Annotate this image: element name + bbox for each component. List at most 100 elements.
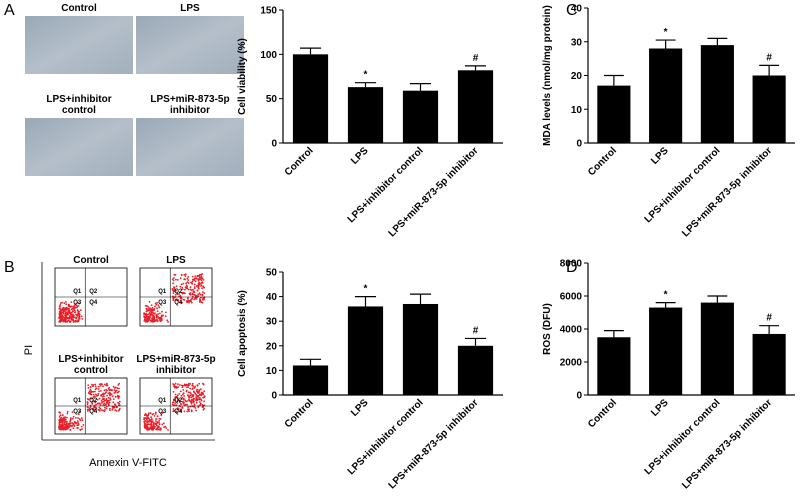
flow-label: inhibitor xyxy=(156,365,196,376)
dot xyxy=(99,390,102,392)
dot xyxy=(174,382,177,385)
scatter-cloud xyxy=(58,382,121,431)
dot xyxy=(195,397,198,400)
y-tick-label: 4000 xyxy=(560,325,583,336)
dot xyxy=(190,293,192,296)
dot xyxy=(195,399,198,402)
dot xyxy=(191,297,194,300)
dot xyxy=(165,311,167,314)
dot xyxy=(108,389,111,392)
dot xyxy=(103,410,106,413)
dot xyxy=(172,399,175,402)
dot xyxy=(201,392,204,394)
dot xyxy=(148,412,150,414)
dot xyxy=(97,408,100,411)
dot xyxy=(77,310,80,313)
dot xyxy=(58,321,61,323)
dot xyxy=(183,273,186,276)
dot xyxy=(143,425,146,428)
dot xyxy=(97,385,100,388)
dot xyxy=(184,275,187,277)
dot xyxy=(201,287,204,290)
dot xyxy=(184,273,187,275)
dot xyxy=(64,312,67,315)
dot xyxy=(173,409,176,412)
dot xyxy=(96,398,99,401)
dot xyxy=(143,312,146,315)
dot xyxy=(70,418,72,421)
dot xyxy=(193,387,196,389)
dot xyxy=(86,401,89,404)
dot xyxy=(69,313,72,316)
dot xyxy=(118,402,120,405)
dot xyxy=(149,412,152,415)
dot xyxy=(100,399,103,402)
dot xyxy=(98,406,101,409)
dot xyxy=(61,426,63,428)
dot xyxy=(203,407,206,410)
dot xyxy=(172,282,175,285)
dot xyxy=(151,418,153,420)
y-axis-label: Cell viability (%) xyxy=(237,38,248,115)
flow-label: LPS xyxy=(166,255,186,266)
micrograph-label: inhibitor xyxy=(170,105,210,116)
dot xyxy=(74,320,77,323)
dot xyxy=(115,389,118,392)
dot xyxy=(155,316,158,319)
dot xyxy=(174,402,177,404)
dot xyxy=(58,423,61,426)
dot xyxy=(79,428,82,431)
dot xyxy=(193,278,196,280)
dot xyxy=(66,317,69,320)
dot xyxy=(146,319,149,322)
dot xyxy=(78,316,81,319)
dot xyxy=(192,397,195,400)
dot xyxy=(75,313,77,316)
dot xyxy=(62,307,65,310)
dot xyxy=(104,406,106,409)
dot xyxy=(194,385,197,388)
dot xyxy=(94,408,96,411)
dot xyxy=(106,384,108,387)
dot xyxy=(94,406,96,408)
dot xyxy=(92,390,95,393)
dot xyxy=(112,385,115,388)
dot xyxy=(116,387,119,390)
dot xyxy=(97,394,99,397)
dot xyxy=(199,393,201,395)
dot xyxy=(108,391,111,394)
dot xyxy=(185,282,188,285)
dot xyxy=(61,314,64,317)
dot xyxy=(159,312,161,315)
quadrant-label: Q4 xyxy=(174,300,183,306)
dot xyxy=(73,309,76,312)
dot xyxy=(95,393,97,396)
dot xyxy=(76,427,79,429)
dot xyxy=(87,384,90,386)
dot xyxy=(106,394,108,397)
dot xyxy=(75,422,78,424)
significance-marker: # xyxy=(473,53,479,64)
quadrant-label: Q3 xyxy=(73,300,82,306)
dot xyxy=(61,422,64,424)
dot xyxy=(66,416,68,419)
dot xyxy=(188,398,190,401)
dot xyxy=(153,423,155,426)
dot xyxy=(144,313,147,316)
dot xyxy=(90,397,93,400)
scatter-cloud xyxy=(143,382,206,431)
dot xyxy=(198,390,200,392)
dot xyxy=(186,400,189,402)
dot xyxy=(104,409,106,411)
dot xyxy=(70,308,73,311)
dot xyxy=(112,398,115,400)
dot xyxy=(194,392,197,395)
dot xyxy=(58,415,61,418)
dot xyxy=(152,412,155,415)
dot xyxy=(182,385,184,387)
x-tick-label: LPS xyxy=(649,145,671,167)
dot xyxy=(156,310,159,313)
dot xyxy=(202,393,204,396)
y-tick-label: 2000 xyxy=(560,358,583,369)
y-axis-label: MDA levels (nmol/mg protein) xyxy=(542,5,553,146)
